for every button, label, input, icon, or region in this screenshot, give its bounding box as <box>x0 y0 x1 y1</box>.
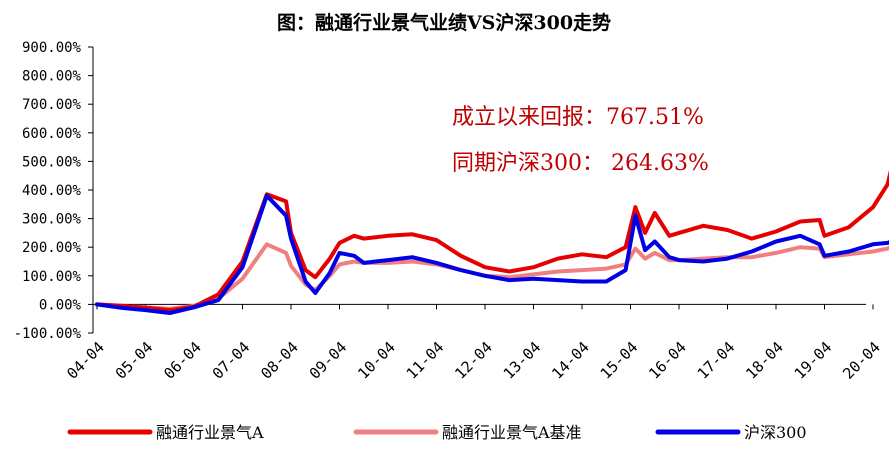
y-tick-label: 700.00% <box>22 97 82 113</box>
x-tick-label: 18-04 <box>742 338 787 383</box>
x-tick-label: 06-04 <box>160 338 205 383</box>
x-tick-label: 13-04 <box>500 338 545 383</box>
x-tick-label: 20-04 <box>839 338 884 383</box>
x-tick-label: 19-04 <box>791 338 836 383</box>
series-layer <box>95 170 889 315</box>
legend: 融通行业景气A 融通行业景气A基准 沪深300 <box>67 423 807 442</box>
y-tick-label: -100.00% <box>14 326 82 342</box>
x-tick-label: 12-04 <box>451 338 496 383</box>
y-tick-label: 200.00% <box>22 240 82 256</box>
y-tick-label: 500.00% <box>22 154 82 170</box>
y-tick-label: 100.00% <box>22 269 82 285</box>
y-tick-label: 800.00% <box>22 69 82 85</box>
x-tick-label: 04-04 <box>63 338 108 383</box>
legend-label-2: 沪深300 <box>744 423 807 442</box>
x-tick-label: 08-04 <box>257 338 302 383</box>
y-tick-label: 400.00% <box>22 183 82 199</box>
series-line-1 <box>95 242 889 311</box>
legend-label-1: 融通行业景气A基准 <box>442 423 582 442</box>
y-tick-label: 300.00% <box>22 212 82 228</box>
annotation-return: 成立以来回报：767.51% <box>452 105 704 130</box>
x-tick-label: 14-04 <box>548 338 593 383</box>
x-tick-label: 07-04 <box>209 338 254 383</box>
x-tick-label: 09-04 <box>306 338 351 383</box>
x-tick-label: 05-04 <box>112 338 157 383</box>
series-line-0 <box>95 170 889 313</box>
annotation-hs300: 同期沪深300： 264.63% <box>452 151 709 176</box>
x-tick-label: 16-04 <box>645 338 690 383</box>
x-tick-label: 11-04 <box>403 338 448 383</box>
chart-title: 图：融通行业景气业绩VS沪深300走势 <box>277 11 611 34</box>
series-line-2 <box>95 193 889 315</box>
x-tick-label: 15-04 <box>597 338 642 383</box>
y-tick-label: 600.00% <box>22 126 82 142</box>
y-tick-label: 900.00% <box>22 40 82 56</box>
y-tick-label: 0.00% <box>39 297 82 313</box>
x-tick-label: 10-04 <box>354 338 399 383</box>
legend-label-0: 融通行业景气A <box>156 423 264 442</box>
x-tick-label: 17-04 <box>694 338 739 383</box>
x-axis: 04-04 05-04 06-04 07-04 08-04 09-04 10-04 11-04… <box>63 303 884 383</box>
y-axis: 900.00% 800.00% 700.00% 600.00% 500.00% 400.0… <box>14 40 94 342</box>
